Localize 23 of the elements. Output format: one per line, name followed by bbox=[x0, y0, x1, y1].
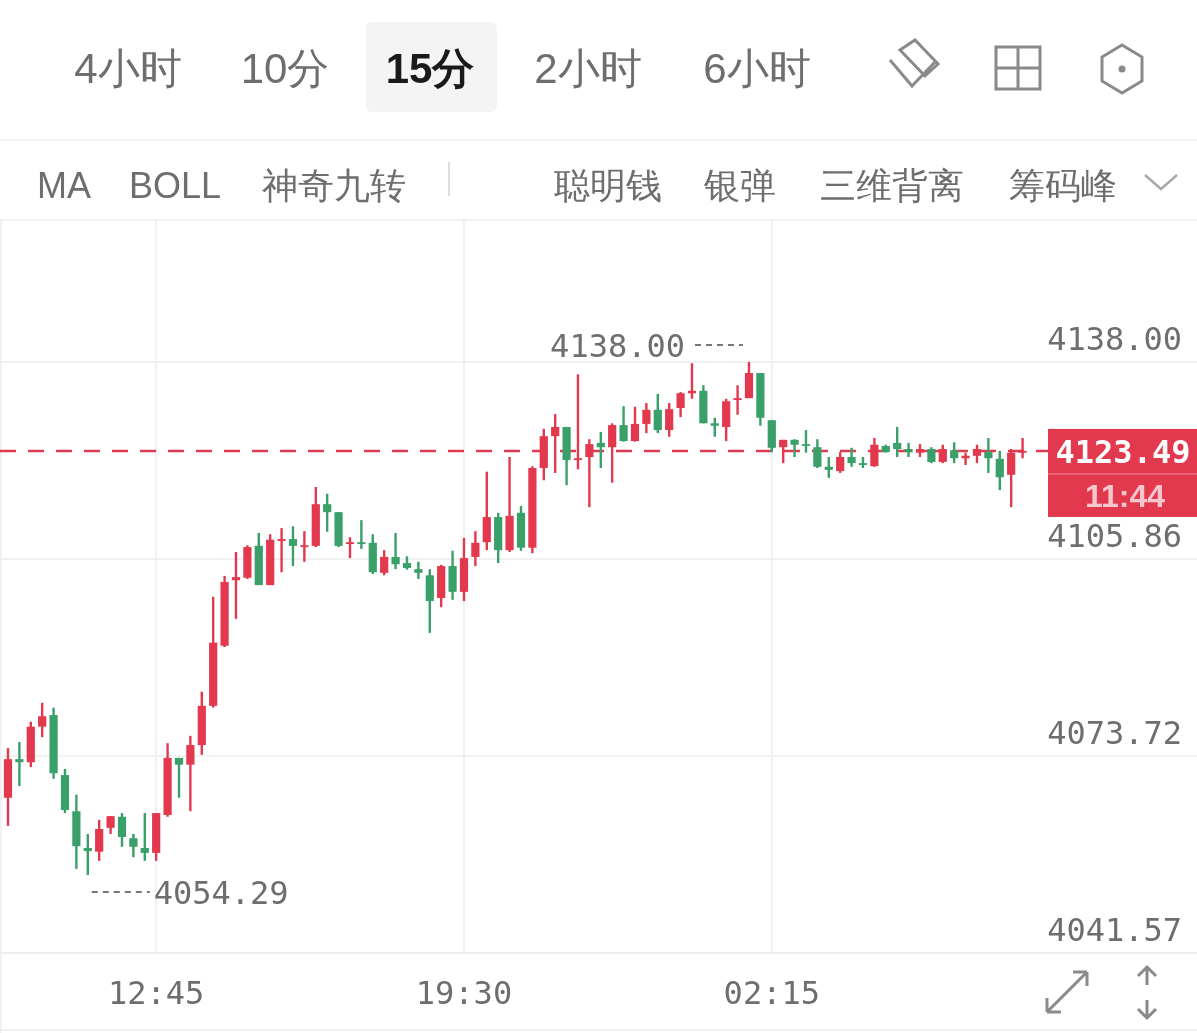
text: BOLL bbox=[128, 165, 222, 206]
text: 15分 bbox=[385, 45, 475, 92]
y-tick-label: 4138.00 bbox=[1047, 320, 1182, 358]
text: 10分 bbox=[240, 45, 330, 92]
annotation: 4054.29 bbox=[153, 874, 289, 913]
y-tick-label: 4105.86 bbox=[1047, 516, 1182, 555]
text: 银弹 bbox=[703, 165, 776, 206]
text: 11:44 bbox=[1084, 478, 1166, 514]
y-tick-label: 4073.72 bbox=[1047, 713, 1182, 752]
y-tick-label: 4041.57 bbox=[1047, 911, 1182, 949]
annotation: 4138.00 bbox=[550, 327, 685, 365]
x-tick-label: 12:45 bbox=[108, 974, 205, 1012]
text: 神奇九转 bbox=[262, 165, 406, 206]
text: 聪明钱 bbox=[554, 165, 662, 206]
text: 4小时 bbox=[74, 45, 182, 92]
x-tick-label: 02:15 bbox=[723, 974, 820, 1012]
text: 筹码峰 bbox=[1009, 165, 1117, 206]
text: 2小时 bbox=[534, 45, 642, 92]
ref-line-label: 4123.49 bbox=[1055, 432, 1191, 471]
text: MA bbox=[37, 165, 91, 206]
text: 三维背离 bbox=[820, 165, 964, 206]
x-tick-label: 19:30 bbox=[415, 974, 513, 1012]
text: 6小时 bbox=[703, 45, 811, 92]
